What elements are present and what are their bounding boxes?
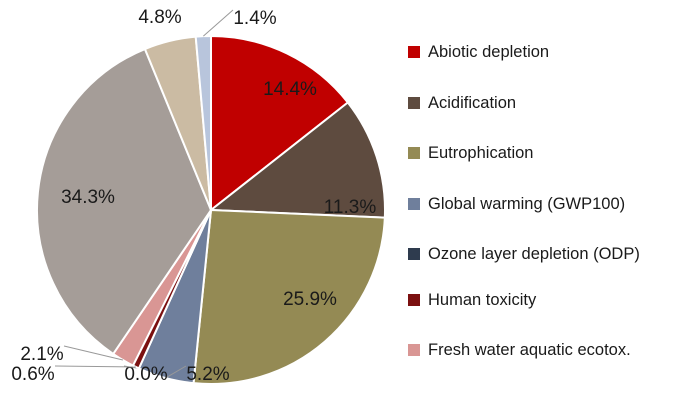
- legend: Abiotic depletion Acidification Eutrophica…: [408, 0, 679, 410]
- legend-swatch: [408, 46, 420, 58]
- legend-swatch: [408, 344, 420, 356]
- data-label: 25.9%: [283, 289, 337, 310]
- legend-swatch: [408, 147, 420, 159]
- leader-line: [165, 365, 187, 379]
- data-label: 1.4%: [233, 8, 276, 29]
- chart: 14.4% 11.3% 25.9% 5.2% 0.0% 0.6%2.1% 34.3% 4.8%…: [11, 7, 386, 385]
- leader-line: [54, 365, 136, 368]
- pie-slice: [36, 47, 213, 356]
- data-label: 5.2%: [186, 364, 229, 385]
- legend-label: Abiotic depletion: [428, 43, 550, 61]
- pie-slice: [192, 208, 386, 385]
- legend-label: Global warming (GWP100): [428, 195, 626, 213]
- legend-label: Human toxicity: [428, 291, 537, 309]
- legend-swatch: [408, 294, 420, 306]
- legend-swatch: [408, 97, 420, 109]
- legend-label: Fresh water aquatic ecotox.: [428, 341, 631, 359]
- leader-line: [63, 345, 124, 361]
- legend-label: Eutrophication: [428, 144, 534, 162]
- pie-slice: [210, 34, 350, 213]
- legend-label: Acidification: [428, 94, 517, 112]
- data-label: 11.3%: [324, 197, 377, 218]
- leader-line: [203, 9, 234, 37]
- data-label: 0.0%: [124, 364, 167, 385]
- legend-label: Ozone layer depletion (ODP): [428, 245, 640, 263]
- legend-swatch: [408, 248, 420, 260]
- pie-slice: [208, 101, 386, 219]
- data-label: 0.6%: [11, 364, 54, 385]
- data-label: 2.1%: [20, 344, 63, 365]
- data-label: 4.8%: [138, 7, 181, 28]
- data-label: 14.4%: [263, 79, 317, 100]
- data-label: 34.3%: [61, 187, 115, 208]
- legend-swatch: [408, 198, 420, 210]
